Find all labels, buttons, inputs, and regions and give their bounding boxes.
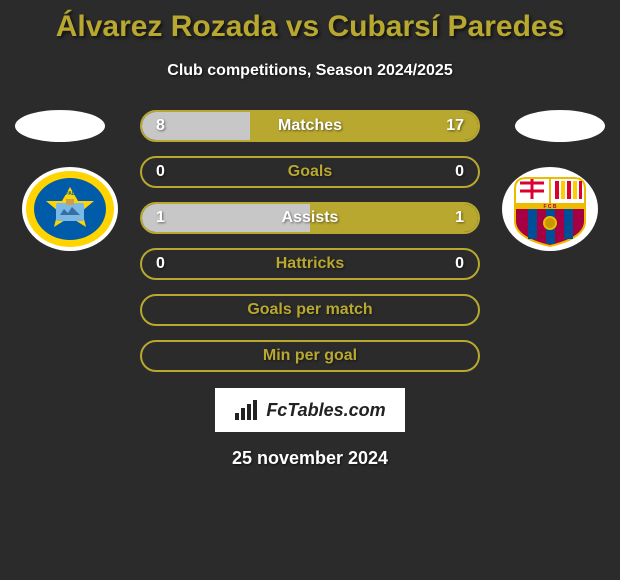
stat-row: Min per goal (140, 340, 480, 372)
stats-container: 817Matches 00Goals 11Assists 00Hattricks Goa… (140, 110, 480, 372)
watermark: FcTables.com (215, 388, 405, 432)
stat-label: Matches (142, 117, 478, 135)
left-club-badge: LAS PALMAS (20, 165, 120, 253)
stat-label: Hattricks (142, 255, 478, 273)
chart-bars-icon (234, 399, 260, 421)
stat-row: Goals per match (140, 294, 480, 326)
watermark-text: FcTables.com (266, 400, 385, 421)
season-subtitle: Club competitions, Season 2024/2025 (0, 62, 620, 80)
player-right-placeholder (515, 110, 605, 142)
stat-label: Goals (142, 163, 478, 181)
stat-row: 00Goals (140, 156, 480, 188)
las-palmas-crest-icon: LAS PALMAS (20, 165, 120, 253)
stat-row: 817Matches (140, 110, 480, 142)
right-club-badge: F C B (500, 165, 600, 253)
barcelona-crest-icon: F C B (500, 165, 600, 253)
stat-label: Goals per match (142, 301, 478, 319)
svg-text:LAS PALMAS: LAS PALMAS (54, 191, 87, 197)
stat-label: Min per goal (142, 347, 478, 365)
date-label: 25 november 2024 (0, 448, 620, 469)
stat-label: Assists (142, 209, 478, 227)
stat-row: 11Assists (140, 202, 480, 234)
comparison-title: Álvarez Rozada vs Cubarsí Paredes (0, 0, 620, 44)
content-area: LAS PALMAS F C B 817Matches00G (0, 110, 620, 469)
stat-row: 00Hattricks (140, 248, 480, 280)
player-left-placeholder (15, 110, 105, 142)
